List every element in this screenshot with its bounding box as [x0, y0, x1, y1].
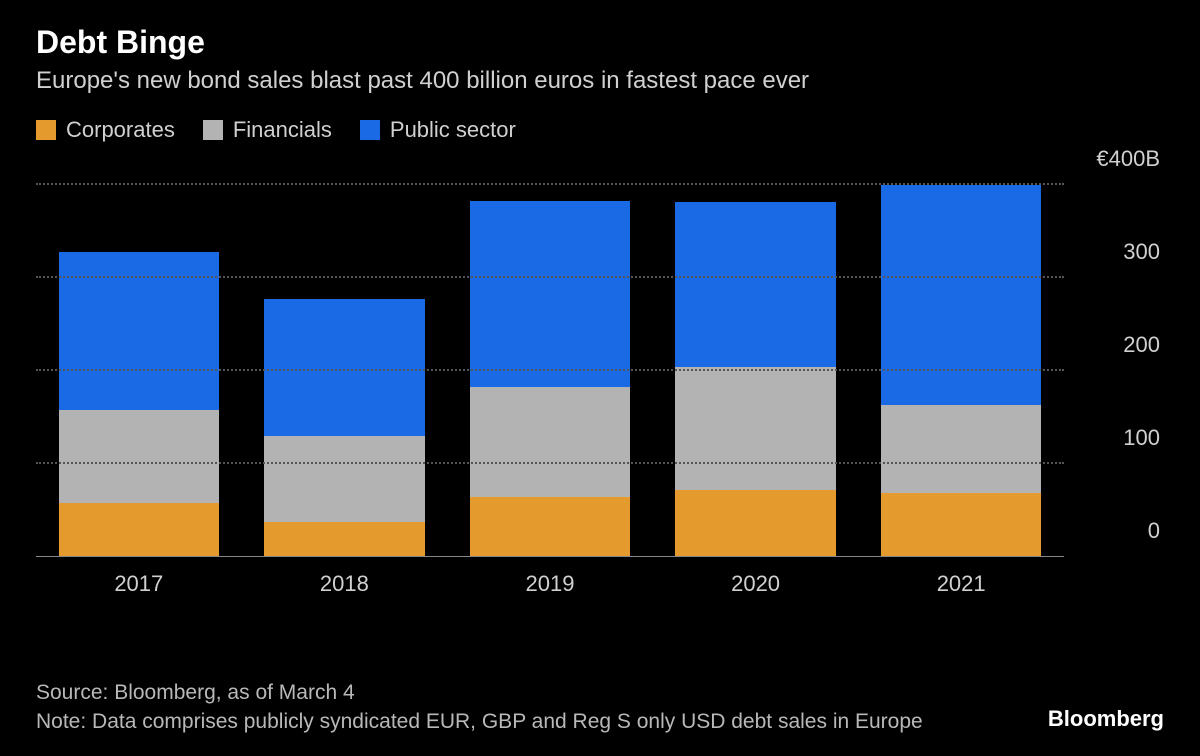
legend-swatch-icon — [36, 120, 56, 140]
bar-slot — [653, 185, 859, 557]
y-tick-label: 100 — [1070, 425, 1160, 451]
chart-card: Debt Binge Europe's new bond sales blast… — [0, 0, 1200, 756]
y-tick-label: €400B — [1070, 146, 1160, 172]
bar-segment — [881, 493, 1041, 557]
gridline — [36, 462, 1064, 464]
x-tick-label: 2021 — [858, 557, 1064, 601]
legend-item-public-sector: Public sector — [360, 117, 516, 143]
gridline — [36, 276, 1064, 278]
bar-slot — [858, 185, 1064, 557]
stacked-bar — [264, 298, 424, 557]
bar-segment — [264, 299, 424, 437]
bar-segment — [881, 405, 1041, 492]
bar-slot — [447, 185, 653, 557]
bar-segment — [675, 202, 835, 368]
stacked-bar — [59, 252, 219, 557]
bar-segment — [59, 503, 219, 557]
stacked-bar — [470, 201, 630, 557]
legend-label: Financials — [233, 117, 332, 143]
bar-segment — [264, 436, 424, 522]
legend-swatch-icon — [203, 120, 223, 140]
y-tick-label: 0 — [1070, 518, 1160, 544]
y-tick-label: 300 — [1070, 239, 1160, 265]
bar-slot — [36, 185, 242, 557]
x-tick-label: 2019 — [447, 557, 653, 601]
legend-item-financials: Financials — [203, 117, 332, 143]
legend: Corporates Financials Public sector — [36, 117, 1164, 143]
stacked-bar — [675, 202, 835, 557]
stacked-bar — [881, 185, 1041, 557]
bar-segment — [470, 201, 630, 387]
bar-segment — [470, 387, 630, 497]
footer: Source: Bloomberg, as of March 4 Note: D… — [36, 679, 1164, 736]
bars-container — [36, 185, 1064, 557]
gridline — [36, 369, 1064, 371]
chart-subtitle: Europe's new bond sales blast past 400 b… — [36, 67, 1164, 95]
legend-swatch-icon — [360, 120, 380, 140]
y-tick-label: 200 — [1070, 332, 1160, 358]
x-tick-label: 2018 — [242, 557, 448, 601]
legend-item-corporates: Corporates — [36, 117, 175, 143]
bar-segment — [881, 185, 1041, 405]
brand-logo: Bloomberg — [1048, 706, 1164, 732]
x-tick-label: 2017 — [36, 557, 242, 601]
bar-slot — [242, 185, 448, 557]
bar-segment — [264, 522, 424, 557]
legend-label: Corporates — [66, 117, 175, 143]
legend-label: Public sector — [390, 117, 516, 143]
chart-area: 0100200300€400B 20172018201920202021 — [36, 161, 1164, 601]
bar-segment — [675, 490, 835, 557]
note-text: Note: Data comprises publicly syndicated… — [36, 708, 1164, 736]
gridline — [36, 183, 1064, 185]
source-text: Source: Bloomberg, as of March 4 — [36, 679, 1164, 707]
chart-title: Debt Binge — [36, 24, 1164, 61]
x-axis: 20172018201920202021 — [36, 557, 1064, 601]
plot-area: 0100200300€400B — [36, 185, 1064, 557]
bar-segment — [59, 410, 219, 503]
bar-segment — [675, 367, 835, 490]
x-tick-label: 2020 — [653, 557, 859, 601]
bar-segment — [470, 497, 630, 557]
